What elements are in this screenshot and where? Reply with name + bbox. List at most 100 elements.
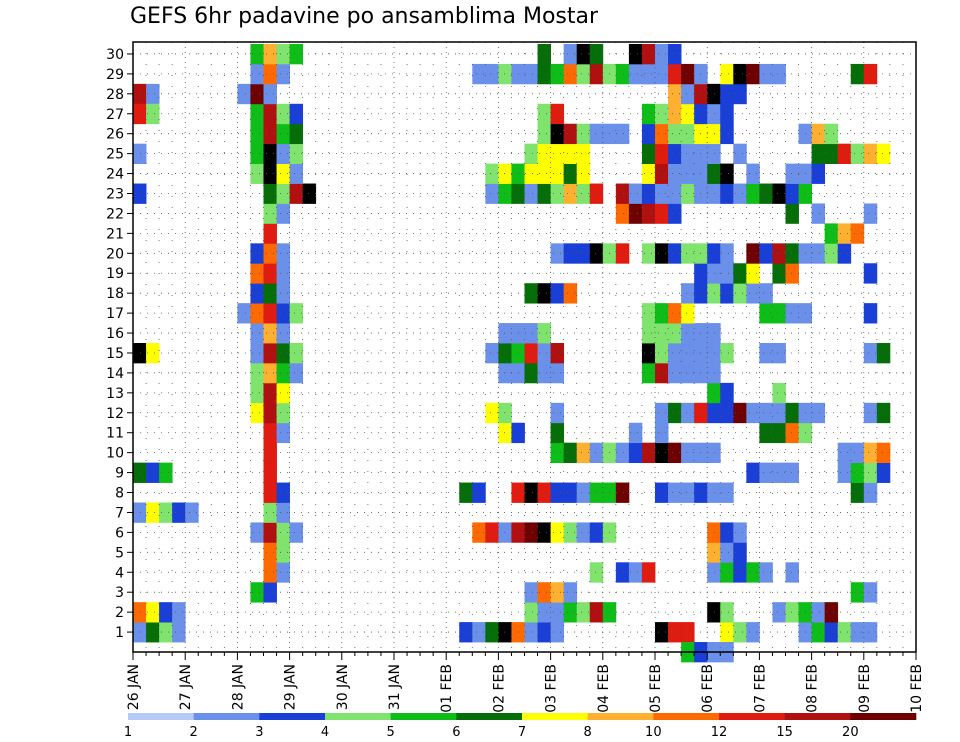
y-axis: 1234567891011121314151617181920212223242…	[106, 47, 133, 641]
y-tick-label: 6	[115, 525, 124, 541]
heatmap-cell	[589, 183, 604, 204]
heatmap-cell	[720, 63, 734, 85]
heatmap-cell	[276, 482, 290, 503]
heatmap-cell	[733, 542, 747, 563]
heatmap-cell	[485, 183, 499, 204]
heatmap-cell	[459, 622, 473, 643]
heatmap-cell	[563, 123, 578, 145]
heatmap-cell	[263, 562, 277, 583]
heatmap-cell	[733, 402, 747, 424]
heatmap-cell	[720, 622, 734, 643]
heatmap-cell	[668, 362, 682, 384]
heatmap-cell	[811, 143, 826, 164]
heatmap-cell	[498, 63, 512, 85]
heatmap-cell	[133, 622, 147, 643]
heatmap-cell	[824, 243, 839, 264]
heatmap-cell	[707, 522, 721, 543]
heatmap-cell	[720, 183, 734, 204]
heatmap-cell	[250, 263, 264, 284]
heatmap-cell	[563, 183, 578, 204]
heatmap-cell	[250, 63, 264, 85]
legend-swatch	[193, 713, 260, 720]
heatmap-cell	[733, 183, 747, 204]
heatmap-cells	[133, 43, 891, 663]
x-tick-label: 02 FEB	[491, 664, 507, 713]
heatmap-cell	[668, 323, 682, 344]
heatmap-cell	[263, 83, 277, 105]
heatmap-cell	[498, 323, 512, 344]
heatmap-cell	[276, 402, 290, 424]
heatmap-cell	[485, 522, 499, 543]
heatmap-cell	[681, 143, 695, 164]
heatmap-cell	[628, 562, 643, 583]
x-tick-label: 29 JAN	[283, 664, 299, 710]
heatmap-cell	[707, 243, 721, 264]
heatmap-cell	[250, 582, 264, 603]
legend-swatch	[259, 713, 326, 720]
heatmap-cell	[837, 622, 852, 643]
heatmap-cell	[537, 43, 551, 65]
heatmap-cell	[863, 143, 878, 164]
heatmap-cell	[668, 43, 682, 65]
heatmap-cell	[746, 622, 760, 643]
y-tick-label: 25	[106, 147, 124, 163]
heatmap-cell	[289, 522, 304, 543]
heatmap-cell	[524, 183, 538, 204]
heatmap-cell	[668, 442, 682, 464]
heatmap-cell	[863, 203, 878, 224]
heatmap-cell	[850, 143, 865, 164]
heatmap-cell	[759, 343, 773, 364]
heatmap-cell	[863, 582, 878, 603]
heatmap-cell	[589, 123, 604, 145]
heatmap-cell	[550, 362, 565, 384]
heatmap-cell	[850, 223, 865, 244]
heatmap-cell	[641, 303, 656, 324]
heatmap-cell	[276, 362, 290, 384]
y-tick-label: 9	[115, 466, 124, 482]
heatmap-cell	[863, 462, 878, 483]
heatmap-cell	[772, 602, 786, 623]
heatmap-cell	[655, 442, 669, 464]
heatmap-cell	[785, 402, 799, 424]
heatmap-cell	[276, 562, 290, 583]
heatmap-cell	[589, 243, 604, 264]
heatmap-cell	[250, 243, 264, 264]
heatmap-cell	[263, 582, 277, 603]
heatmap-cell	[537, 343, 551, 364]
heatmap-cell	[811, 402, 826, 424]
heatmap-cell	[707, 143, 721, 164]
legend-swatch	[456, 713, 523, 720]
heatmap-cell	[746, 183, 760, 204]
heatmap-cell	[746, 243, 760, 264]
heatmap-cell	[772, 263, 786, 284]
heatmap-cell	[681, 63, 695, 85]
heatmap-cell	[263, 343, 277, 364]
heatmap-cell	[863, 622, 878, 643]
heatmap-cell	[746, 263, 760, 284]
y-tick-label: 26	[106, 127, 124, 143]
heatmap-cell	[537, 103, 551, 125]
heatmap-cell	[563, 602, 578, 623]
heatmap-cell	[550, 402, 565, 424]
heatmap-cell	[472, 622, 486, 643]
heatmap-cell	[876, 442, 891, 464]
legend-swatch	[850, 713, 917, 720]
heatmap-cell	[563, 163, 578, 184]
heatmap-cell	[759, 63, 773, 85]
heatmap-cell	[589, 562, 604, 583]
heatmap-cell	[850, 442, 865, 464]
heatmap-cell	[250, 303, 264, 324]
heatmap-cell	[681, 123, 695, 145]
heatmap-cell	[576, 143, 591, 164]
heatmap-cell	[263, 123, 277, 145]
heatmap-cell	[276, 283, 290, 304]
heatmap-cell	[289, 123, 304, 145]
x-tick-label: 06 FEB	[700, 664, 716, 713]
heatmap-cell	[772, 382, 786, 404]
heatmap-cell	[824, 123, 839, 145]
y-tick-label: 8	[115, 486, 124, 502]
heatmap-cell	[263, 183, 277, 204]
heatmap-cell	[641, 243, 656, 264]
heatmap-cell	[655, 243, 669, 264]
heatmap-cell	[641, 103, 656, 125]
